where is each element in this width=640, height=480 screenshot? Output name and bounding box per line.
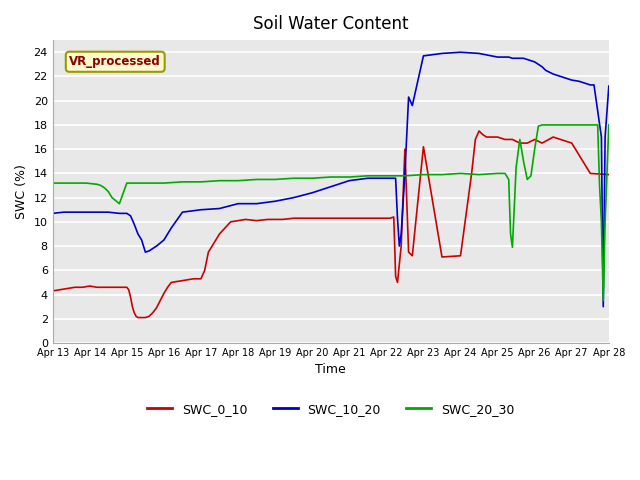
SWC_10_20	[386, 175, 394, 181]
SWC_10_20	[104, 209, 112, 215]
SWC_10_20	[168, 225, 175, 231]
SWC_10_20	[534, 61, 542, 67]
SWC_20_30	[476, 172, 483, 178]
SWC_20_30	[501, 170, 509, 176]
SWC_20_30	[600, 298, 607, 303]
SWC_20_30	[497, 170, 505, 176]
SWC_0_10	[605, 172, 612, 178]
SWC_20_30	[512, 165, 520, 170]
X-axis label: Time: Time	[316, 363, 346, 376]
SWC_10_20	[600, 304, 607, 310]
SWC_0_10	[49, 288, 56, 294]
SWC_0_10	[394, 279, 401, 285]
Line: SWC_0_10: SWC_0_10	[52, 131, 609, 318]
SWC_20_30	[116, 201, 124, 206]
Title: Soil Water Content: Soil Water Content	[253, 15, 408, 33]
SWC_20_30	[605, 122, 612, 128]
SWC_0_10	[100, 284, 108, 290]
SWC_10_20	[605, 83, 612, 89]
Line: SWC_20_30: SWC_20_30	[52, 125, 609, 300]
SWC_20_30	[308, 175, 316, 181]
SWC_20_30	[49, 180, 56, 186]
SWC_10_20	[457, 49, 465, 55]
SWC_10_20	[49, 211, 56, 216]
Line: SWC_10_20: SWC_10_20	[52, 52, 609, 307]
SWC_0_10	[476, 128, 483, 134]
Y-axis label: SWC (%): SWC (%)	[15, 164, 28, 219]
SWC_0_10	[479, 132, 486, 137]
Legend: SWC_0_10, SWC_10_20, SWC_20_30: SWC_0_10, SWC_10_20, SWC_20_30	[142, 398, 520, 421]
SWC_0_10	[390, 214, 397, 220]
SWC_0_10	[182, 277, 190, 283]
Text: VR_processed: VR_processed	[69, 55, 161, 68]
SWC_20_30	[538, 122, 546, 128]
SWC_0_10	[134, 315, 142, 321]
SWC_0_10	[271, 216, 279, 222]
SWC_10_20	[234, 201, 242, 206]
SWC_10_20	[383, 175, 390, 181]
